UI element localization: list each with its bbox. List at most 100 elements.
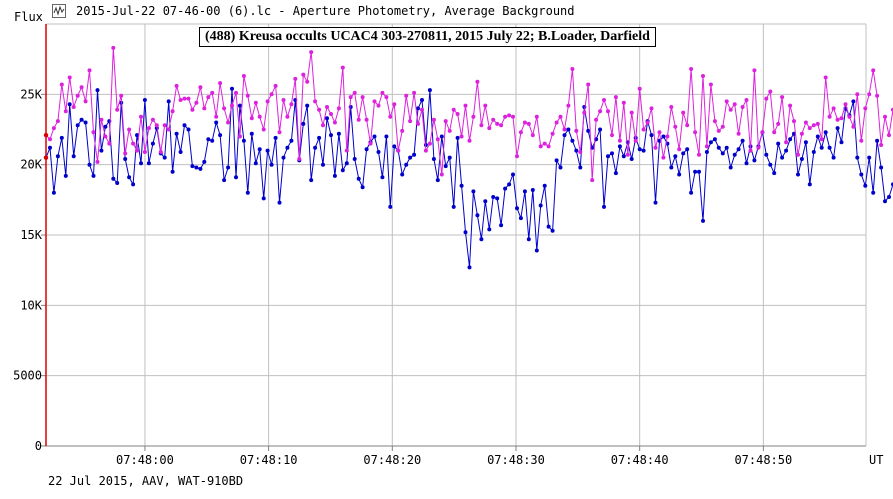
data-point-target (697, 169, 701, 174)
data-point-comparison (289, 102, 294, 107)
data-point-comparison (665, 134, 670, 139)
data-point-comparison (633, 138, 638, 143)
data-point-target (471, 189, 476, 194)
data-point-comparison (249, 116, 254, 121)
data-point-target (273, 135, 278, 140)
y-tick-label: 0 (35, 439, 42, 453)
data-point-target (784, 148, 789, 153)
data-point-comparison (364, 117, 369, 122)
data-point-comparison (431, 117, 436, 122)
data-point-comparison (277, 130, 282, 135)
data-point-comparison (83, 99, 88, 104)
data-point-comparison (139, 114, 143, 119)
data-point-target (79, 117, 84, 122)
data-point-comparison (344, 148, 349, 153)
data-point-target (439, 134, 444, 139)
data-point-comparison (95, 159, 100, 164)
data-point-comparison (661, 155, 666, 160)
data-point-comparison (511, 114, 515, 119)
data-point-target (823, 130, 828, 135)
data-point-comparison (206, 95, 211, 100)
data-point-target (562, 133, 567, 138)
data-point-target (720, 151, 725, 156)
data-point-comparison (839, 116, 844, 121)
data-point-comparison (340, 65, 345, 70)
data-point-target (427, 88, 432, 93)
data-point-target (491, 195, 496, 199)
data-point-target (507, 182, 512, 187)
data-point-target (356, 176, 361, 181)
data-point-comparison (843, 102, 848, 107)
data-point-target (811, 150, 816, 154)
data-point-comparison (103, 134, 108, 139)
data-point-target (230, 86, 234, 91)
data-point-comparison (483, 103, 488, 108)
data-point-target (451, 204, 456, 209)
data-point-comparison (641, 127, 646, 132)
data-point-target (803, 140, 808, 145)
data-point-target (67, 102, 72, 107)
data-point-target (48, 145, 52, 150)
data-point-target (245, 190, 250, 195)
data-point-target (799, 157, 804, 161)
data-point-target (550, 228, 555, 233)
data-point-comparison (222, 106, 227, 111)
data-point-comparison (515, 154, 519, 159)
data-point-target (412, 152, 417, 157)
data-point-comparison (51, 126, 56, 131)
data-point-comparison (332, 120, 337, 125)
data-point-target (83, 120, 88, 125)
data-point-target (182, 123, 187, 128)
data-point-comparison (740, 105, 745, 109)
data-point-target (443, 164, 448, 169)
data-point-target (234, 175, 238, 180)
data-point-comparison (293, 76, 298, 81)
data-point-comparison (487, 126, 492, 131)
data-point-target (495, 196, 500, 201)
data-point-target (336, 131, 341, 136)
data-point-comparison (99, 117, 104, 122)
data-point-target (518, 216, 523, 221)
x-axis-unit: UT (869, 453, 883, 467)
data-point-comparison (372, 99, 377, 104)
data-point-target (329, 133, 333, 138)
data-point-target (321, 162, 325, 167)
x-tick-label: 07:48:40 (611, 453, 669, 467)
data-point-target (281, 155, 286, 160)
data-point-comparison (693, 130, 698, 135)
data-point-comparison (503, 114, 508, 119)
data-point-target (546, 224, 551, 229)
data-point-comparison (245, 93, 250, 98)
series-target (44, 86, 893, 270)
data-point-comparison (574, 128, 579, 133)
data-point-comparison (530, 133, 535, 138)
data-point-comparison (321, 123, 325, 128)
data-point-comparison (669, 105, 674, 109)
data-point-target (776, 141, 781, 146)
data-point-target (95, 88, 100, 93)
data-point-target (598, 127, 603, 132)
data-point-comparison (416, 121, 420, 126)
data-point-comparison (788, 103, 793, 108)
data-point-target (677, 172, 682, 177)
data-point-target (673, 154, 678, 159)
data-point-comparison (91, 130, 96, 135)
data-point-target (269, 162, 274, 167)
data-point-target (815, 134, 820, 139)
data-point-comparison (704, 144, 709, 149)
data-point-target (99, 148, 104, 153)
data-point-target (693, 169, 698, 174)
data-point-comparison (230, 103, 234, 108)
data-point-target (87, 162, 92, 167)
data-point-target (384, 134, 389, 139)
y-tick-label: 20K (20, 158, 42, 172)
start-marker-point (43, 132, 49, 138)
data-point-target (689, 190, 694, 195)
data-point-target (344, 161, 349, 166)
data-point-comparison (348, 95, 353, 100)
data-point-target (135, 133, 139, 138)
data-point-comparison (796, 152, 800, 157)
data-point-comparison (851, 124, 856, 129)
data-point-target (372, 134, 377, 139)
data-point-target (404, 162, 409, 167)
